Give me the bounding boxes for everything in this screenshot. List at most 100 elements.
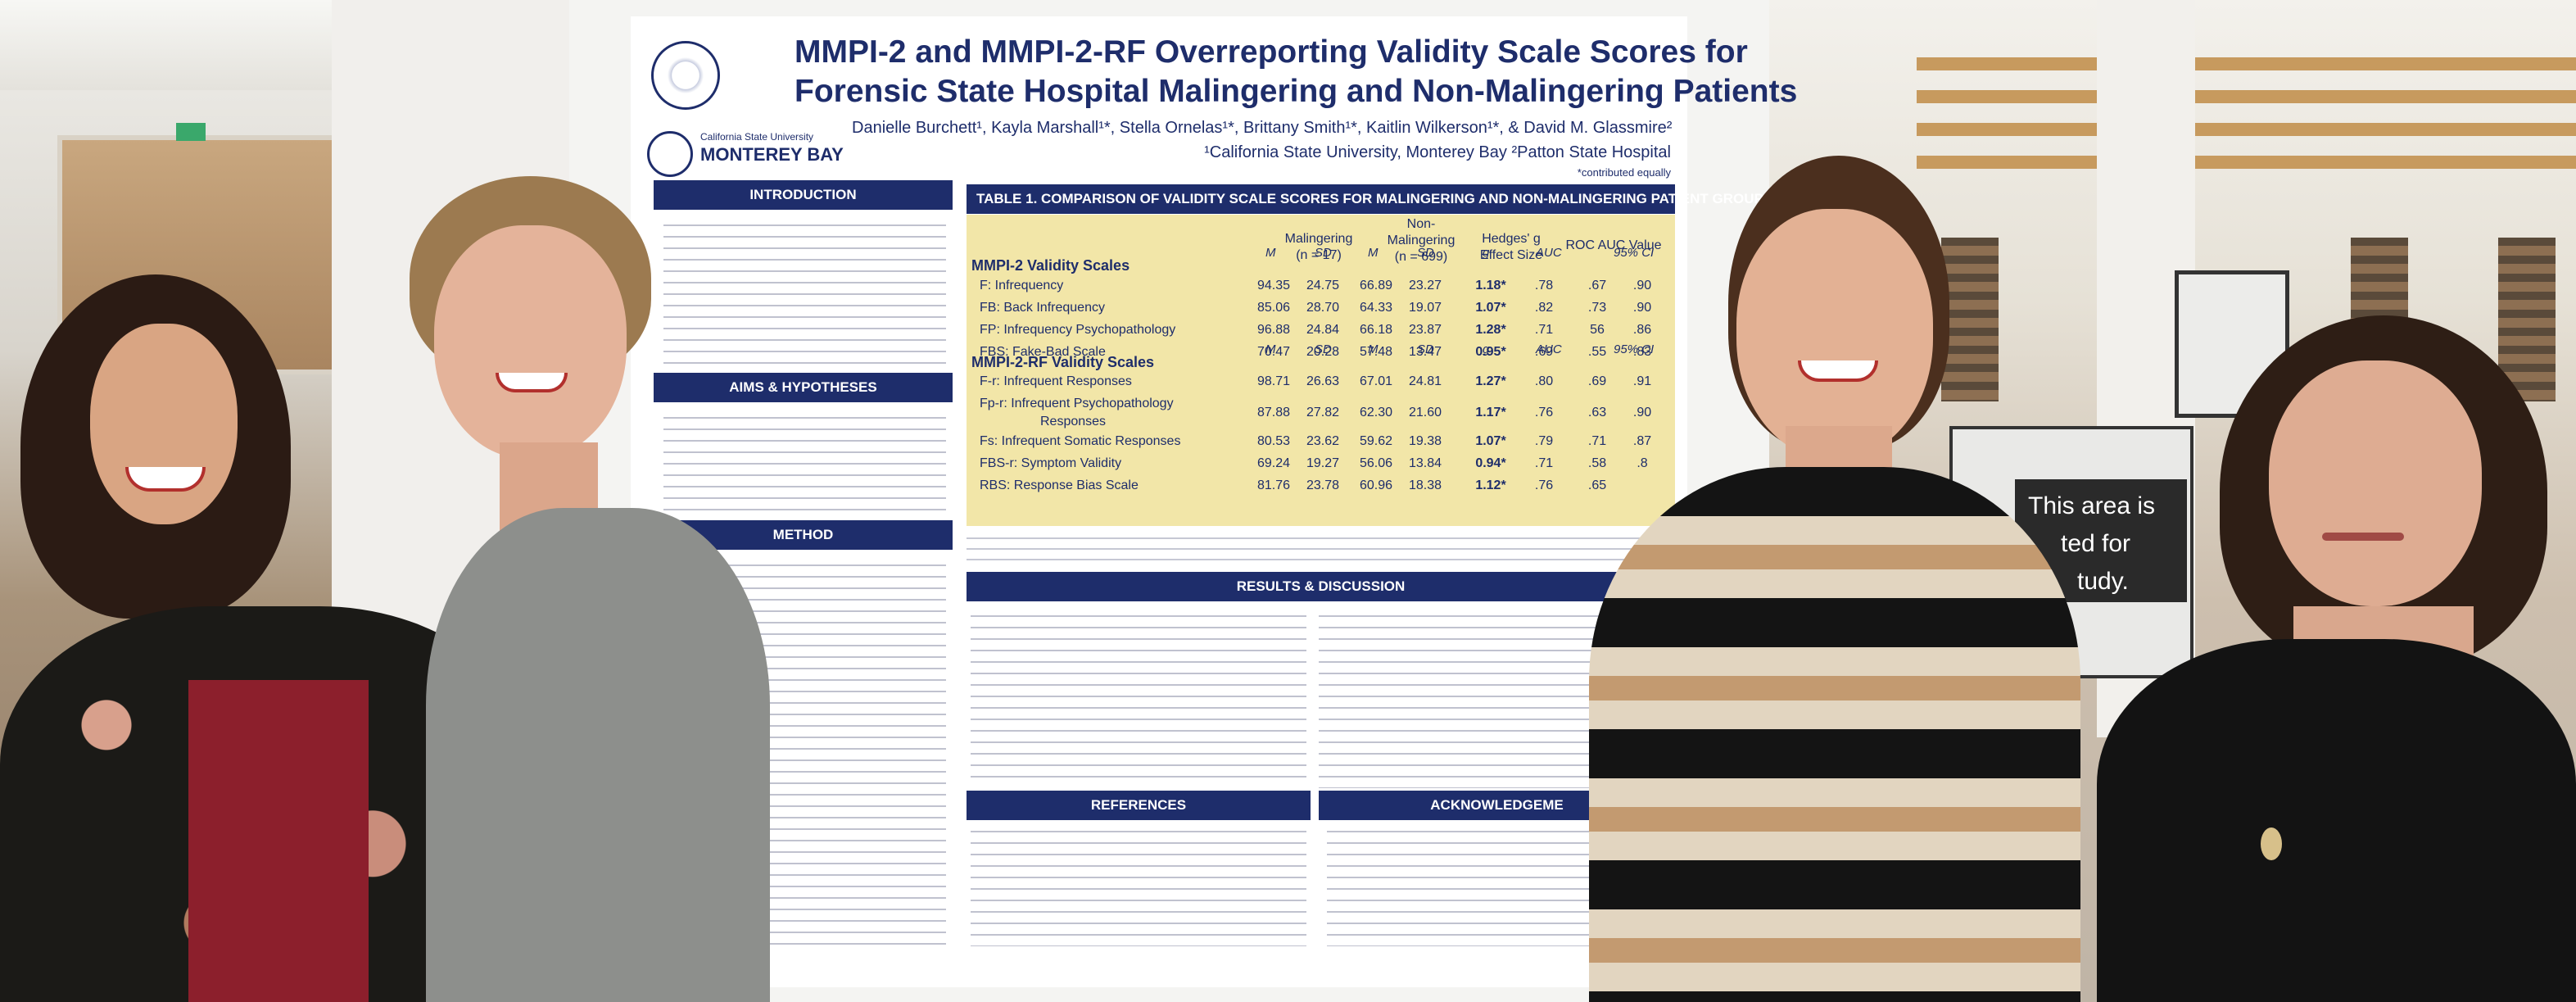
- poster-authors: Danielle Burchett¹, Kayla Marshall¹*, St…: [852, 119, 1673, 137]
- table-subheader-sd: SD: [1417, 246, 1434, 260]
- introduction-text: [663, 217, 946, 369]
- table-cell-sd1: 28.70: [1306, 301, 1340, 315]
- striped-sweater: [1589, 467, 2080, 1002]
- table-subheader-m: M: [1368, 246, 1379, 260]
- table-cell-lo: .65: [1587, 478, 1607, 492]
- table-cell-g: 0.95*: [1475, 345, 1506, 359]
- table-cell-m2: 59.62: [1359, 434, 1393, 448]
- table-row-label: FBS: Fake-Bad Scale: [980, 345, 1106, 359]
- table-cell-m1: 98.71: [1256, 374, 1291, 388]
- table-cell-g: 1.28*: [1475, 323, 1506, 337]
- table-cell-hi: .90: [1632, 406, 1652, 419]
- grey-tshirt: [426, 508, 770, 1002]
- table-cell-auc: .76: [1534, 406, 1554, 419]
- csumb-logo-text: MONTEREY BAY: [700, 144, 844, 165]
- group-mmpi2: MMPI-2 Validity Scales: [971, 257, 1130, 274]
- col-header-hedges-g: Hedges' g Effect Size: [1479, 232, 1543, 262]
- col-header-non-malingering: Non- Malingering (n = 699): [1387, 217, 1456, 264]
- table-row-label: FP: Infrequency Psychopathology: [980, 323, 1176, 337]
- table-cell-auc: .69: [1534, 345, 1554, 359]
- table-cell-sd1: 24.75: [1306, 279, 1340, 292]
- table-cell-sd1: 19.27: [1306, 456, 1340, 470]
- ceiling-beam: [1917, 57, 2576, 70]
- table-row-label: F: Infrequency: [980, 279, 1064, 292]
- table-cell-g: 1.12*: [1475, 478, 1506, 492]
- ceiling-beam: [1917, 123, 2576, 136]
- bookshelf: [1941, 238, 1999, 401]
- table-row-label: Fs: Infrequent Somatic Responses: [980, 434, 1181, 448]
- section-aims: AIMS & HYPOTHESES: [654, 373, 953, 402]
- table-cell-lo: .58: [1587, 456, 1607, 470]
- table-note: [967, 531, 1675, 568]
- table-cell-m1: 94.35: [1256, 279, 1291, 292]
- table-subheader-auc: AUC: [1536, 246, 1562, 260]
- table-cell-m1: 96.88: [1256, 323, 1291, 337]
- table-cell-auc: .76: [1534, 478, 1554, 492]
- table-cell-auc: .71: [1534, 323, 1554, 337]
- poster-title: MMPI-2 and MMPI-2-RF Overreporting Valid…: [795, 34, 1798, 109]
- table-subheader-g: g: [1483, 342, 1490, 356]
- table-cell-m1: 87.88: [1256, 406, 1291, 419]
- face: [1736, 209, 1933, 459]
- table-cell-sd2: 21.60: [1408, 406, 1442, 419]
- poster-affiliations: ¹California State University, Monterey B…: [1204, 143, 1671, 161]
- table-cell-sd1: 26.63: [1306, 374, 1340, 388]
- table-cell-m1: 81.76: [1256, 478, 1291, 492]
- table-cell-g: 1.07*: [1475, 301, 1506, 315]
- table-cell-m2: 57.48: [1359, 345, 1393, 359]
- table-row-label-cont: Responses: [1040, 415, 1107, 428]
- table-subheader-sd: SD: [1417, 342, 1434, 356]
- col-header-roc-auc: ROC AUC Value: [1565, 238, 1662, 252]
- section-references: REFERENCES: [967, 791, 1311, 820]
- section-introduction: INTRODUCTION: [654, 180, 953, 210]
- mouth: [2322, 533, 2404, 541]
- exit-sign: [176, 123, 206, 141]
- table-cell-sd2: 13.47: [1408, 345, 1442, 359]
- table-cell-m2: 64.33: [1359, 301, 1393, 315]
- face: [2269, 360, 2482, 606]
- table-cell-sd1: 24.84: [1306, 323, 1340, 337]
- csumb-logo-mark: [647, 131, 693, 177]
- table-cell-sd2: 13.84: [1408, 456, 1442, 470]
- table-subheader-sd: SD: [1315, 342, 1332, 356]
- table-cell-sd2: 18.38: [1408, 478, 1442, 492]
- table-cell-lo: .63: [1587, 406, 1607, 419]
- table-subheader-ci: 95% CI: [1614, 342, 1655, 356]
- table-cell-m2: 60.96: [1359, 478, 1393, 492]
- table-subheader-m: M: [1368, 342, 1379, 356]
- col-header-malingering: Malingering (n = 17): [1284, 232, 1353, 262]
- poster-contributed-note: *contributed equally: [1577, 166, 1671, 179]
- smile: [1798, 360, 1878, 382]
- table-row-label: RBS: Response Bias Scale: [980, 478, 1139, 492]
- table-cell-m2: 67.01: [1359, 374, 1393, 388]
- table-cell-sd1: 20.28: [1306, 345, 1340, 359]
- table-row-label: Fp-r: Infrequent Psychopathology: [980, 397, 1174, 410]
- red-top: [188, 680, 369, 1002]
- table-cell-sd1: 23.78: [1306, 478, 1340, 492]
- results-text-left: [971, 608, 1306, 784]
- table-cell-auc: .71: [1534, 456, 1554, 470]
- table-cell-auc: .79: [1534, 434, 1554, 448]
- table-cell-lo: .71: [1587, 434, 1607, 448]
- table-subheader-m: M: [1265, 246, 1276, 260]
- csumb-logo-text-small: California State University: [700, 131, 814, 143]
- table-cell-hi: .8: [1637, 456, 1648, 470]
- table-cell-lo: .67: [1587, 279, 1607, 292]
- table-cell-g: 1.18*: [1475, 279, 1506, 292]
- table-cell-m2: 66.89: [1359, 279, 1393, 292]
- section-method: METHOD: [654, 520, 953, 550]
- black-top: [2097, 639, 2576, 1002]
- table-cell-hi: .91: [1632, 374, 1652, 388]
- face: [434, 225, 627, 459]
- table-title: TABLE 1. COMPARISON OF VALIDITY SCALE SC…: [967, 184, 1772, 214]
- table-subheader-ci: 95% CI: [1614, 246, 1655, 260]
- smile: [496, 373, 568, 392]
- table-cell-sd1: 23.62: [1306, 434, 1340, 448]
- table-cell-lo: .73: [1587, 301, 1607, 315]
- table-subheader-auc: AUC: [1536, 342, 1562, 356]
- table-cell-sd2: 24.81: [1408, 374, 1442, 388]
- table-cell-sd2: 19.07: [1408, 301, 1442, 315]
- smile: [125, 467, 206, 492]
- results-table: Malingering (n = 17) Non- Malingering (n…: [967, 215, 1675, 526]
